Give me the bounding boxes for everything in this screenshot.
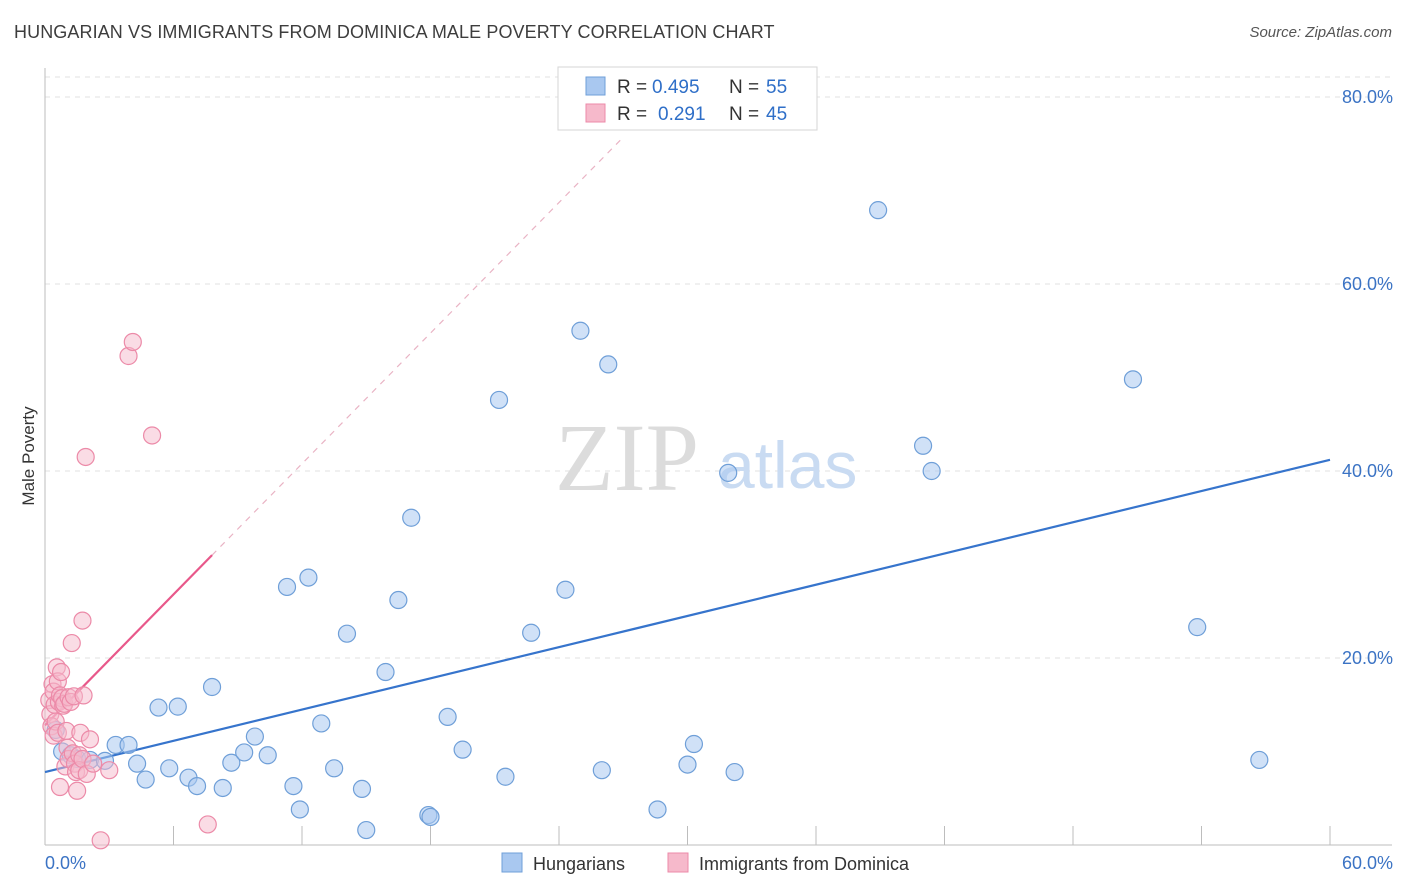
data-point-hungarians [648,800,667,819]
x-axis-ticks [44,826,1331,845]
bottom-legend-hungarians: Hungarians [533,854,625,874]
data-point-hungarians [438,707,457,727]
y-axis-label: Male Poverty [19,406,38,506]
data-point-hungarians [389,590,408,610]
data-point-dominica [142,426,162,445]
data-point-hungarians [290,800,309,819]
data-point-hungarians [376,662,395,682]
data-point-hungarians [222,753,241,772]
data-point-hungarians [119,735,138,755]
bottom-legend-swatch-blue [501,852,523,873]
legend-swatch-blue [585,76,606,96]
data-point-hungarians [168,697,187,716]
gridlines [45,76,1392,659]
trend-line-hungarians [44,458,1331,774]
data-point-hungarians [352,779,372,799]
data-point-hungarians [245,727,264,746]
data-point-hungarians [357,820,376,840]
data-point-hungarians [869,201,888,220]
legend-r-value-1: 0.291 [658,104,706,125]
y-tick-label: 20.0% [1342,648,1393,668]
watermark-atlas: atlas [718,428,857,502]
data-point-dominica [50,777,70,797]
data-point-hungarians [592,761,611,780]
data-point-hungarians [299,568,318,587]
data-point-hungarians [312,714,331,733]
data-point-hungarians [127,754,147,773]
data-point-hungarians [571,321,590,340]
data-point-dominica [76,447,95,467]
data-point-hungarians [1188,618,1207,637]
x-tick-label-min: 0.0% [45,853,86,873]
chart-title: HUNGARIAN VS IMMIGRANTS FROM DOMINICA MA… [14,22,775,42]
data-point-hungarians [489,390,509,410]
data-point-hungarians [522,623,541,642]
legend-r-label-1: R = [617,104,647,125]
bottom-legend-dominica: Immigrants from Dominica [699,854,910,874]
y-tick-label: 80.0% [1342,87,1393,107]
data-point-hungarians [325,759,344,778]
data-point-dominica [84,754,103,773]
data-point-hungarians [1250,750,1269,770]
legend: R = 0.495 N = 55 R = 0.291 N = 45 [557,66,818,131]
data-point-hungarians [678,755,697,774]
data-point-dominica [62,633,81,653]
data-point-hungarians [556,580,575,599]
bottom-legend: Hungarians Immigrants from Dominica [501,852,910,874]
data-point-hungarians [258,746,277,765]
data-point-dominica [91,831,110,850]
y-tick-labels: 20.0% 40.0% 60.0% 80.0% [1342,87,1393,668]
watermark-zip: ZIP [555,404,699,511]
chart-source: Source: ZipAtlas.com [1249,24,1392,41]
legend-n-label-1: N = [729,104,759,125]
data-point-hungarians [453,740,472,759]
data-point-hungarians [187,776,207,796]
legend-n-label-0: N = [729,77,759,98]
y-tick-label: 40.0% [1342,461,1393,481]
data-point-hungarians [496,767,515,786]
data-point-dominica [80,730,100,749]
data-point-dominica [74,686,93,705]
data-point-dominica [51,662,71,682]
series-dominica [40,332,217,850]
trend-line-dominica-extension [211,136,624,556]
data-point-hungarians [136,770,155,789]
data-point-hungarians [684,734,704,754]
data-point-dominica [68,781,87,800]
bottom-legend-swatch-pink [667,852,689,873]
legend-r-label-0: R = [617,77,647,98]
data-point-hungarians [284,776,303,796]
legend-n-value-0: 55 [766,77,787,98]
data-point-hungarians [149,698,168,717]
data-point-hungarians [337,624,357,643]
data-point-hungarians [213,778,232,798]
data-point-hungarians [235,743,254,762]
data-point-hungarians [599,355,618,374]
series-hungarians [46,201,1269,840]
x-tick-label-max: 60.0% [1342,853,1393,873]
data-point-hungarians [402,508,421,527]
data-point-hungarians [160,759,179,778]
data-point-hungarians [913,436,933,455]
data-point-hungarians [421,807,440,827]
data-point-dominica [198,815,217,834]
y-tick-label: 60.0% [1342,274,1393,294]
data-point-hungarians [277,577,297,597]
data-point-dominica [73,611,92,630]
data-point-dominica [123,332,142,352]
data-point-hungarians [202,677,222,697]
data-point-hungarians [725,762,744,782]
legend-r-value-0: 0.495 [652,77,700,98]
data-point-dominica [100,761,119,780]
legend-n-value-1: 45 [766,104,787,125]
data-point-hungarians [719,463,738,482]
data-point-hungarians [922,461,941,481]
data-point-hungarians [1123,370,1143,389]
legend-swatch-pink [585,103,606,123]
